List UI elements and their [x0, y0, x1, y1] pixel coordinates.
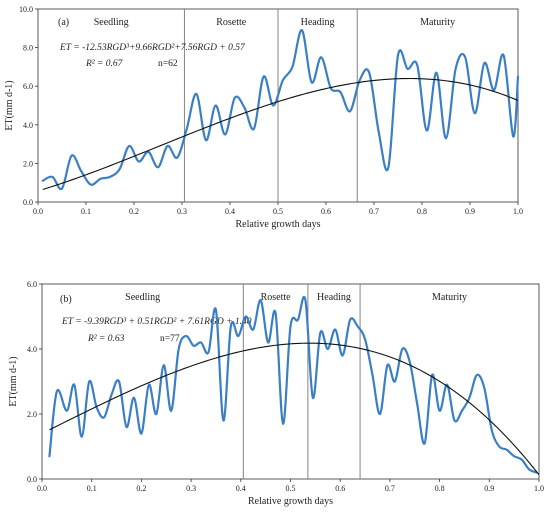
x-tick-label: 0.8 [417, 207, 427, 216]
panel-label: (b) [60, 294, 72, 305]
x-axis-label: Relative growth days [236, 219, 321, 230]
x-tick-label: 0.1 [87, 484, 97, 493]
phase-label: Heading [301, 17, 335, 28]
y-tick-label: 2.0 [23, 159, 33, 168]
phase-label: Heading [317, 292, 351, 303]
y-tick-label: 6.0 [23, 82, 33, 91]
x-tick-label: 0.6 [335, 484, 345, 493]
panel-label: (a) [58, 17, 69, 28]
x-tick-label: 0.8 [435, 484, 445, 493]
sample-count: n=77 [160, 334, 180, 344]
sample-count: n=62 [158, 59, 178, 69]
chart-panel-b: Seedling Rosette Heading Maturity 0.0 0.1 0.2 0… [8, 280, 544, 507]
observed-et-line [41, 29, 520, 191]
phase-label: Rosette [216, 17, 247, 28]
x-tick-label: 0.7 [385, 484, 395, 493]
x-tick-label: 0.4 [236, 484, 246, 493]
y-tick-label: 4.0 [27, 345, 37, 354]
x-tick-label: 0.6 [321, 207, 331, 216]
phase-label: Seedling [94, 17, 129, 28]
x-tick-label: 0.2 [136, 484, 146, 493]
x-tick-label: 0.3 [186, 484, 196, 493]
y-axis-label: ET(mm d-1) [4, 80, 15, 130]
x-tick-label: 0.2 [129, 207, 139, 216]
r-squared: R² = 0.63 [87, 334, 125, 344]
x-tick-label: 0.9 [484, 484, 494, 493]
phase-label: Seedling [125, 292, 160, 303]
x-tick-label: 1.0 [534, 484, 544, 493]
y-tick-label: 0.0 [23, 198, 33, 207]
x-tick-label: 0.3 [177, 207, 187, 216]
x-tick-label: 0.5 [286, 484, 296, 493]
r-squared: R² = 0.67 [85, 59, 124, 69]
x-tick-label: 0.0 [37, 484, 47, 493]
regression-equation: ET = -12.53RGD³+9.66RGD²+7.56RGD + 0.57 [59, 43, 246, 53]
y-tick-label: 8.0 [23, 44, 33, 53]
y-axis-label: ET(mm d-1) [8, 356, 19, 406]
x-tick-label: 0.1 [81, 207, 91, 216]
y-tick-label: 2.0 [27, 410, 37, 419]
polynomial-fit-line [42, 77, 519, 191]
phase-label: Rosette [261, 292, 292, 303]
x-tick-label: 1.0 [513, 207, 523, 216]
x-tick-label: 0.4 [225, 207, 235, 216]
x-tick-label: 0.0 [33, 207, 43, 216]
phase-label: Maturity [432, 292, 467, 303]
y-tick-label: 6.0 [27, 280, 37, 289]
x-tick-label: 0.5 [273, 207, 283, 216]
phase-label: Maturity [420, 17, 455, 28]
y-tick-label: 4.0 [23, 121, 33, 130]
x-tick-label: 0.9 [465, 207, 475, 216]
x-axis-label: Relative growth days [248, 496, 333, 507]
y-tick-label: 0.0 [27, 475, 37, 484]
polynomial-fit-line [49, 342, 540, 476]
observed-et-line [48, 296, 538, 474]
chart-panel-a: Seedling Rosette Heading Maturity 0.0 0.1 0.2 0… [4, 5, 523, 230]
y-tick-label: 10.0 [19, 5, 33, 14]
x-tick-label: 0.7 [369, 207, 379, 216]
regression-equation: ET = -9.39RGD³ + 0.51RGD² + 7.61RGD + 1.… [61, 317, 252, 327]
